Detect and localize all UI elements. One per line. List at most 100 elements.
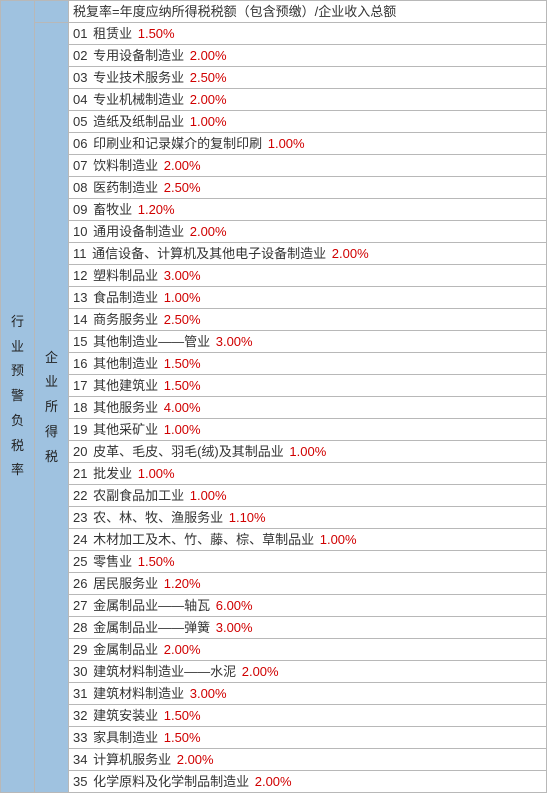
- table-row: 12 塑料制品业 3.00%: [69, 265, 547, 287]
- row-label: 医药制造业: [93, 180, 158, 195]
- row-rate: 4.00%: [164, 400, 201, 415]
- table-row: 09 畜牧业 1.20%: [69, 199, 547, 221]
- row-label: 专业技术服务业: [93, 70, 184, 85]
- left-heading-text: 行业预警负税率: [11, 310, 24, 483]
- data-column: 税复率=年度应纳所得税税额（包含预缴）/企业收入总额 01 租赁业 1.50%0…: [69, 1, 547, 793]
- table-row: 13 食品制造业 1.00%: [69, 287, 547, 309]
- table-row: 17 其他建筑业 1.50%: [69, 375, 547, 397]
- row-label: 建筑安装业: [93, 708, 158, 723]
- row-number: 25: [73, 554, 87, 569]
- row-number: 15: [73, 334, 87, 349]
- row-label: 畜牧业: [93, 202, 132, 217]
- table-row: 34 计算机服务业 2.00%: [69, 749, 547, 771]
- table-row: 04 专业机械制造业 2.00%: [69, 89, 547, 111]
- table-row: 01 租赁业 1.50%: [69, 23, 547, 45]
- row-number: 02: [73, 48, 87, 63]
- table-row: 21 批发业 1.00%: [69, 463, 547, 485]
- row-number: 24: [73, 532, 87, 547]
- row-number: 23: [73, 510, 87, 525]
- row-rate: 1.50%: [164, 356, 201, 371]
- row-number: 08: [73, 180, 87, 195]
- row-label: 零售业: [93, 554, 132, 569]
- row-number: 07: [73, 158, 87, 173]
- table-row: 35 化学原料及化学制品制造业 2.00%: [69, 771, 547, 793]
- mid-heading-spacer: [35, 1, 69, 23]
- row-rate: 2.50%: [190, 70, 227, 85]
- row-rate: 1.00%: [289, 444, 326, 459]
- row-label: 其他建筑业: [93, 378, 158, 393]
- table-row: 19 其他采矿业 1.00%: [69, 419, 547, 441]
- table-row: 18 其他服务业 4.00%: [69, 397, 547, 419]
- table-row: 32 建筑安装业 1.50%: [69, 705, 547, 727]
- row-number: 22: [73, 488, 87, 503]
- table-row: 10 通用设备制造业 2.00%: [69, 221, 547, 243]
- row-label: 农、林、牧、渔服务业: [93, 510, 223, 525]
- row-number: 33: [73, 730, 87, 745]
- row-label: 建筑材料制造业——水泥: [93, 664, 236, 679]
- mid-heading-text: 企业所得税: [45, 346, 58, 469]
- table-row: 16 其他制造业 1.50%: [69, 353, 547, 375]
- row-number: 35: [73, 774, 87, 789]
- row-label: 其他制造业——管业: [93, 334, 210, 349]
- row-rate: 2.00%: [177, 752, 214, 767]
- row-number: 19: [73, 422, 87, 437]
- row-number: 18: [73, 400, 87, 415]
- row-number: 32: [73, 708, 87, 723]
- table-row: 08 医药制造业 2.50%: [69, 177, 547, 199]
- row-rate: 1.50%: [138, 26, 175, 41]
- table-row: 11 通信设备、计算机及其他电子设备制造业 2.00%: [69, 243, 547, 265]
- table-row: 29 金属制品业 2.00%: [69, 639, 547, 661]
- row-rate: 1.10%: [229, 510, 266, 525]
- table-row: 03 专业技术服务业 2.50%: [69, 67, 547, 89]
- row-number: 20: [73, 444, 87, 459]
- row-number: 21: [73, 466, 87, 481]
- formula-header: 税复率=年度应纳所得税税额（包含预缴）/企业收入总额: [69, 1, 547, 23]
- row-label: 金属制品业——弹簧: [93, 620, 210, 635]
- row-rate: 1.20%: [138, 202, 175, 217]
- row-number: 01: [73, 26, 87, 41]
- row-rate: 1.20%: [164, 576, 201, 591]
- row-rate: 3.00%: [216, 334, 253, 349]
- row-label: 通用设备制造业: [93, 224, 184, 239]
- row-rate: 1.00%: [190, 488, 227, 503]
- table-row: 20 皮革、毛皮、羽毛(绒)及其制品业 1.00%: [69, 441, 547, 463]
- row-number: 03: [73, 70, 87, 85]
- row-rate: 1.50%: [164, 730, 201, 745]
- row-label: 租赁业: [93, 26, 132, 41]
- row-rate: 1.50%: [164, 378, 201, 393]
- row-label: 皮革、毛皮、羽毛(绒)及其制品业: [93, 444, 284, 459]
- row-rate: 3.00%: [216, 620, 253, 635]
- table-row: 22 农副食品加工业 1.00%: [69, 485, 547, 507]
- row-label: 其他制造业: [93, 356, 158, 371]
- row-rate: 1.50%: [164, 708, 201, 723]
- table-row: 26 居民服务业 1.20%: [69, 573, 547, 595]
- row-rate: 1.00%: [320, 532, 357, 547]
- table-row: 15 其他制造业——管业 3.00%: [69, 331, 547, 353]
- row-number: 04: [73, 92, 87, 107]
- row-rate: 1.00%: [268, 136, 305, 151]
- row-number: 05: [73, 114, 87, 129]
- row-number: 29: [73, 642, 87, 657]
- row-label: 化学原料及化学制品制造业: [93, 774, 249, 789]
- row-number: 30: [73, 664, 87, 679]
- left-heading-cell: 行业预警负税率: [1, 1, 35, 793]
- row-rate: 1.50%: [138, 554, 175, 569]
- row-label: 计算机服务业: [93, 752, 171, 767]
- table-row: 06 印刷业和记录媒介的复制印刷 1.00%: [69, 133, 547, 155]
- table-row: 30 建筑材料制造业——水泥 2.00%: [69, 661, 547, 683]
- table-row: 24 木材加工及木、竹、藤、棕、草制品业 1.00%: [69, 529, 547, 551]
- row-rate: 2.50%: [164, 312, 201, 327]
- row-rate: 2.00%: [164, 158, 201, 173]
- row-rate: 2.00%: [255, 774, 292, 789]
- table-row: 31 建筑材料制造业 3.00%: [69, 683, 547, 705]
- row-label: 建筑材料制造业: [93, 686, 184, 701]
- row-number: 09: [73, 202, 87, 217]
- row-label: 木材加工及木、竹、藤、棕、草制品业: [93, 532, 314, 547]
- row-rate: 2.00%: [332, 246, 369, 261]
- table-row: 05 造纸及纸制品业 1.00%: [69, 111, 547, 133]
- row-number: 06: [73, 136, 87, 151]
- row-number: 16: [73, 356, 87, 371]
- row-number: 10: [73, 224, 87, 239]
- row-rate: 6.00%: [216, 598, 253, 613]
- row-label: 其他采矿业: [93, 422, 158, 437]
